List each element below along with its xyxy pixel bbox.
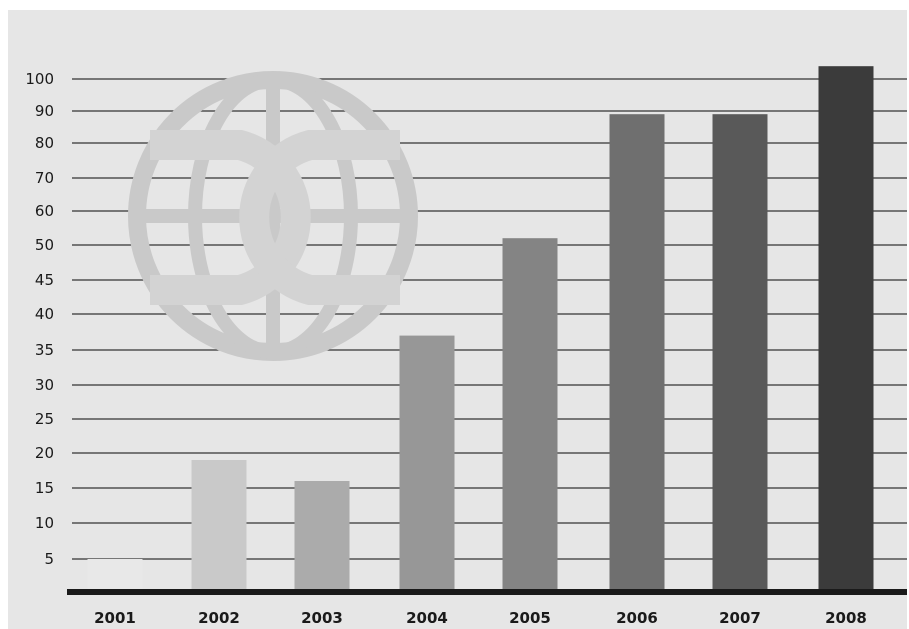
y-tick-label: 100 bbox=[25, 70, 54, 88]
bar-2007 bbox=[712, 114, 768, 592]
bars bbox=[87, 66, 874, 592]
globe-logo-watermark bbox=[128, 71, 418, 361]
bar-2003 bbox=[294, 481, 350, 592]
x-tick-label-2003: 2003 bbox=[301, 609, 343, 627]
bar-2005 bbox=[502, 238, 558, 592]
y-tick-label: 60 bbox=[35, 202, 54, 220]
y-tick-label: 5 bbox=[44, 550, 54, 568]
x-tick-label-2002: 2002 bbox=[198, 609, 240, 627]
x-tick-label-2006: 2006 bbox=[616, 609, 658, 627]
y-tick-label: 45 bbox=[35, 271, 54, 289]
y-tick-label: 70 bbox=[35, 169, 54, 187]
y-tick-label: 90 bbox=[35, 102, 54, 120]
bar-2002 bbox=[191, 460, 247, 592]
bar-2001 bbox=[87, 559, 143, 592]
x-tick-label-2001: 2001 bbox=[94, 609, 136, 627]
y-tick-label: 50 bbox=[35, 236, 54, 254]
x-tick-label-2004: 2004 bbox=[406, 609, 448, 627]
y-tick-label: 25 bbox=[35, 410, 54, 428]
y-tick-label: 35 bbox=[35, 341, 54, 359]
y-tick-label: 30 bbox=[35, 376, 54, 394]
y-axis-tick-labels: 5 10 15 20 25 30 35 40 45 50 60 70 80 90 100 bbox=[25, 70, 54, 568]
y-tick-label: 80 bbox=[35, 134, 54, 152]
y-tick-label: 15 bbox=[35, 479, 54, 497]
x-axis-tick-labels: 2001 2002 2003 2004 2005 2006 2007 2008 bbox=[94, 609, 867, 627]
y-tick-label: 20 bbox=[35, 444, 54, 462]
x-axis-baseline bbox=[67, 589, 907, 595]
bar-2004 bbox=[399, 335, 455, 592]
y-tick-label: 40 bbox=[35, 305, 54, 323]
bar-2008 bbox=[818, 66, 874, 592]
bar-2006 bbox=[609, 114, 665, 592]
y-tick-label: 10 bbox=[35, 514, 54, 532]
x-tick-label-2008: 2008 bbox=[825, 609, 867, 627]
x-tick-label-2007: 2007 bbox=[719, 609, 761, 627]
x-tick-label-2005: 2005 bbox=[509, 609, 551, 627]
chart-background bbox=[8, 10, 907, 629]
